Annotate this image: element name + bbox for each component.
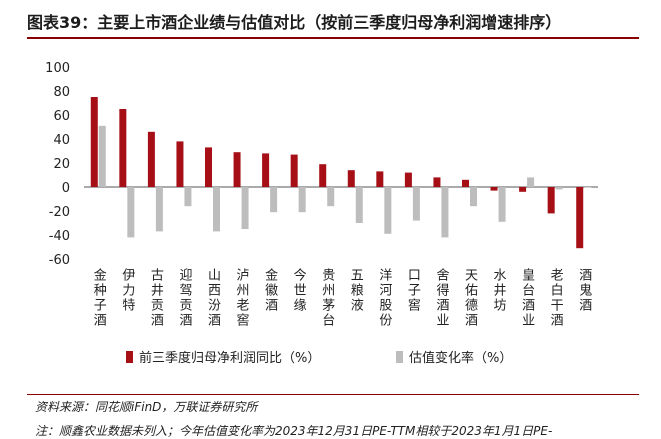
bar-s1-2 bbox=[155, 187, 163, 232]
source-note: 资料来源：同花顺iFinD，万联证券研究所 bbox=[35, 400, 258, 414]
bar-s0-1 bbox=[119, 109, 127, 187]
category-label-16: 老白干酒 bbox=[548, 268, 564, 328]
category-label-14: 水井坊 bbox=[491, 268, 507, 313]
y-tick-label-8: -60 bbox=[49, 253, 70, 268]
bar-chart: 100 80 60 40 20 0 -20 -40 -60 金种子酒 伊力特 古井贡酒 迎驾贡酒 山西汾酒… bbox=[45, 61, 598, 366]
bar-s1-8 bbox=[327, 187, 335, 207]
category-label-7: 今世缘 bbox=[291, 267, 307, 313]
bar-s1-17 bbox=[584, 187, 592, 188]
category-label-2: 古井贡酒 bbox=[148, 268, 164, 328]
category-label-4: 山西汾酒 bbox=[205, 268, 221, 328]
category-label-0: 金种子酒 bbox=[91, 267, 107, 328]
footnote: 注：顺鑫农业数据未列入；今年估值变化率为2023年12月31日PE-TTM相较于… bbox=[35, 424, 553, 438]
bar-s0-6 bbox=[262, 153, 270, 187]
bar-s1-5 bbox=[241, 187, 249, 229]
category-label-15: 皇台酒业 bbox=[519, 268, 535, 328]
bar-s0-11 bbox=[404, 172, 412, 187]
category-label-5: 泸州老窖 bbox=[234, 268, 250, 328]
bar-s0-10 bbox=[376, 171, 384, 187]
bar-s0-16 bbox=[547, 187, 555, 214]
bar-s1-4 bbox=[213, 187, 220, 232]
bar-s1-1 bbox=[127, 187, 135, 238]
bar-s0-7 bbox=[290, 154, 298, 187]
legend-swatch-0 bbox=[126, 351, 133, 363]
legend-label-0: 前三季度归母净利润同比（%） bbox=[139, 350, 320, 366]
category-label-9: 五粮液 bbox=[348, 268, 364, 313]
bar-s1-16 bbox=[555, 187, 563, 190]
bar-s0-4 bbox=[205, 147, 212, 187]
category-label-3: 迎驾贡酒 bbox=[176, 268, 192, 328]
category-label-10: 洋河股份 bbox=[376, 268, 392, 328]
y-tick-label-7: -40 bbox=[49, 229, 70, 244]
bar-s0-0 bbox=[90, 97, 98, 187]
bar-s0-13 bbox=[462, 179, 469, 187]
bar-s0-9 bbox=[347, 170, 355, 187]
y-tick-label-5: 0 bbox=[62, 181, 70, 196]
y-tick-label-3: 40 bbox=[53, 133, 70, 148]
category-label-17: 酒鬼酒 bbox=[576, 268, 592, 313]
bar-s1-13 bbox=[470, 187, 477, 207]
y-tick-label-6: -20 bbox=[49, 205, 70, 220]
y-tick-label-4: 20 bbox=[53, 157, 70, 172]
title-underline bbox=[27, 37, 639, 39]
bar-s0-17 bbox=[576, 187, 584, 249]
legend-swatch-1 bbox=[396, 351, 403, 363]
category-label-13: 天佑德酒 bbox=[462, 268, 478, 328]
bar-s1-9 bbox=[355, 187, 363, 223]
bar-s0-3 bbox=[176, 141, 184, 187]
category-label-12: 舍得酒业 bbox=[433, 268, 449, 328]
bar-s1-10 bbox=[384, 187, 392, 234]
category-label-8: 贵州茅台 bbox=[319, 268, 335, 328]
category-label-11: 口子窖 bbox=[405, 268, 421, 313]
bar-s0-5 bbox=[233, 152, 241, 187]
bar-s1-14 bbox=[498, 187, 506, 222]
bar-s1-12 bbox=[441, 187, 449, 238]
bar-s1-3 bbox=[184, 187, 192, 207]
category-label-1: 伊力特 bbox=[119, 268, 135, 313]
bar-s0-15 bbox=[519, 187, 527, 192]
bar-s1-11 bbox=[412, 187, 420, 221]
chart-title: 图表39：主要上市酒企业绩与估值对比（按前三季度归母净利润增速排序） bbox=[27, 13, 562, 32]
footer-rule bbox=[27, 394, 639, 395]
bar-s0-12 bbox=[433, 177, 441, 187]
y-tick-label-2: 60 bbox=[53, 109, 70, 124]
category-label-6: 金徽酒 bbox=[262, 267, 278, 313]
bar-s1-7 bbox=[298, 187, 306, 213]
bar-s0-2 bbox=[147, 131, 155, 187]
bar-s1-6 bbox=[270, 187, 278, 213]
bar-s1-0 bbox=[98, 125, 106, 187]
y-tick-label-1: 80 bbox=[53, 85, 70, 100]
bar-s0-8 bbox=[319, 164, 327, 187]
legend-label-1: 估值变化率（%） bbox=[409, 350, 512, 366]
bar-s1-15 bbox=[527, 177, 535, 187]
bar-s0-14 bbox=[490, 187, 498, 191]
y-tick-label-0: 100 bbox=[45, 61, 70, 76]
